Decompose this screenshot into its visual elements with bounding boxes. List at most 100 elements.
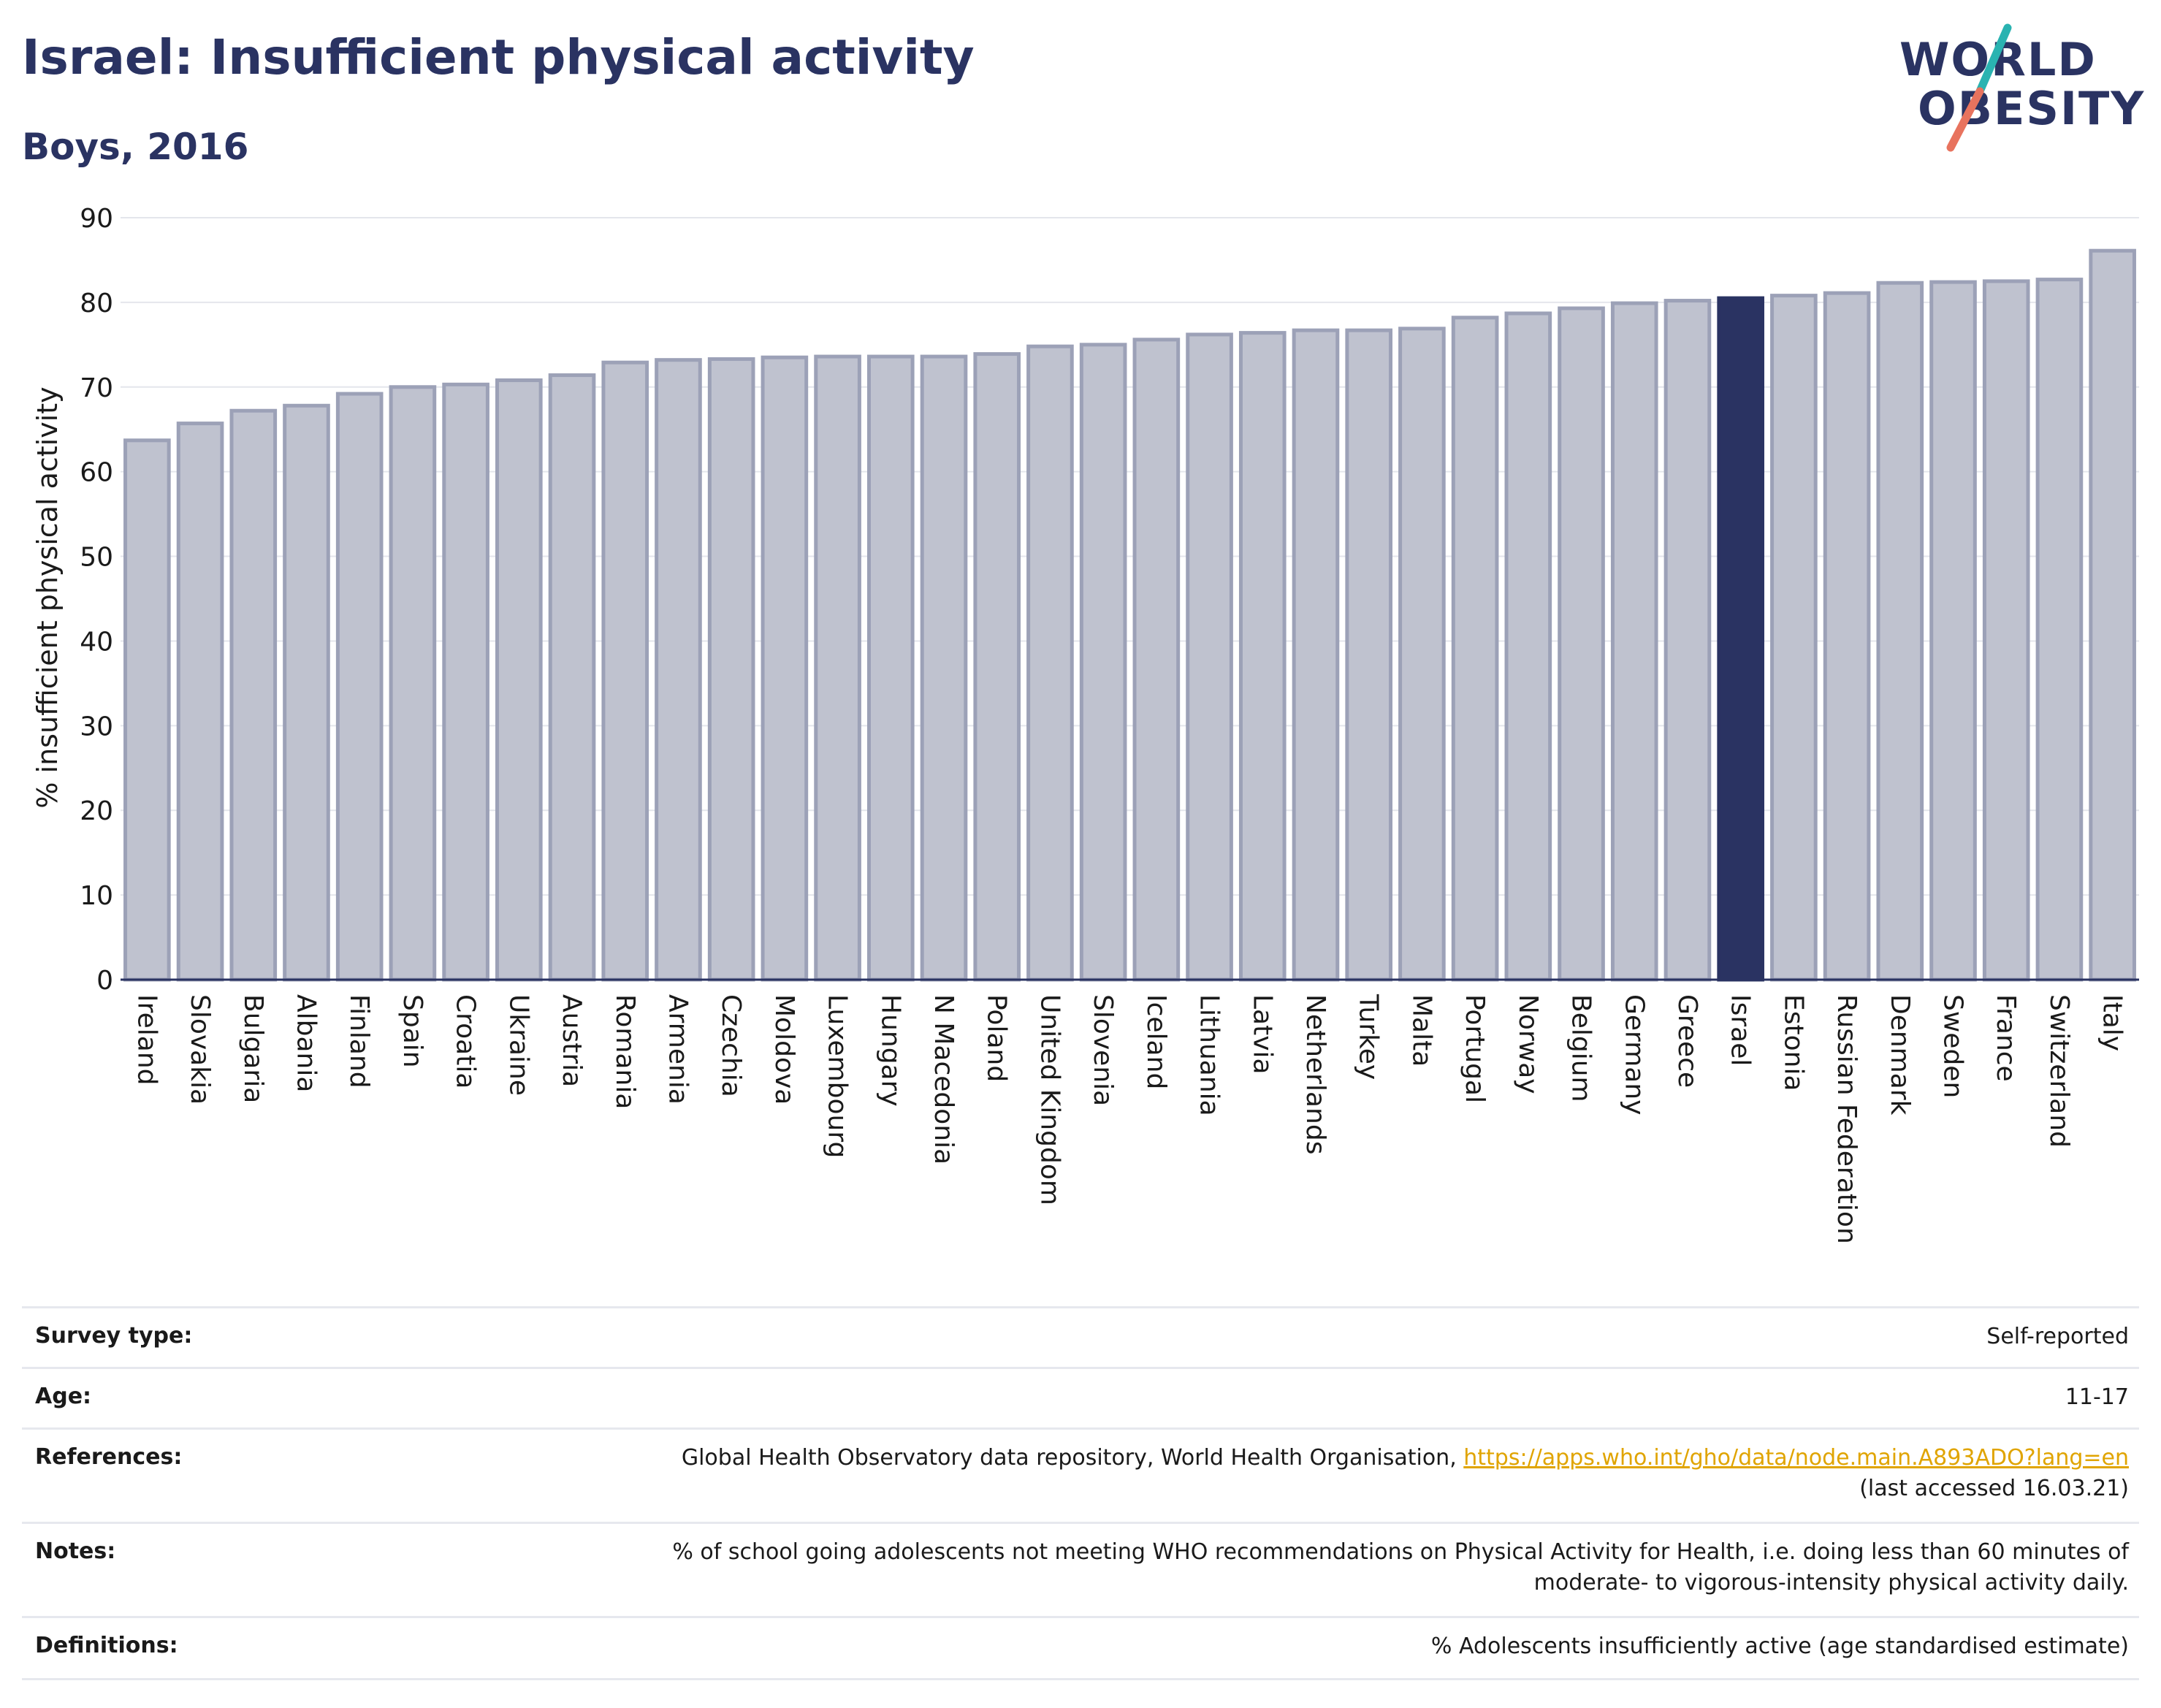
x-tick-label: Poland (982, 994, 1012, 1082)
bar-malta (1398, 327, 1446, 982)
bar-czechia (707, 357, 755, 982)
bar-moldova (761, 355, 809, 982)
x-tick-label: Croatia (451, 994, 481, 1089)
bar-finland (335, 392, 384, 982)
bar-hungary (866, 354, 915, 982)
x-tick-label: Portugal (1460, 994, 1490, 1103)
y-tick-label: 20 (80, 796, 113, 826)
x-tick-label: Romania (610, 994, 640, 1109)
x-tick-label: Israel (1726, 994, 1756, 1066)
info-row: Survey type: Self-reported (22, 1306, 2139, 1367)
bar-iceland (1132, 338, 1181, 982)
x-tick-label: Hungary (875, 994, 905, 1107)
bar-norway (1504, 311, 1552, 982)
y-tick-label: 30 (80, 712, 113, 741)
info-row-label: Age: (35, 1384, 92, 1409)
bar-slovenia (1079, 343, 1127, 982)
bar-armenia (655, 358, 702, 982)
y-tick-label: 50 (80, 543, 113, 573)
info-row: Definitions: % Adolescents insufficiently… (22, 1616, 2139, 1680)
x-tick-label: Slovakia (185, 994, 215, 1105)
x-tick-label: United Kingdom (1034, 994, 1064, 1205)
x-tick-label: Moldova (769, 994, 799, 1105)
x-tick-label: Armenia (663, 994, 693, 1105)
x-tick-label: France (1991, 994, 2021, 1082)
x-tick-label: Czechia (716, 994, 746, 1097)
bar-lithuania (1186, 332, 1233, 982)
info-value-line: Self-reported (1986, 1324, 2129, 1349)
x-tick-label: Norway (1513, 994, 1543, 1094)
info-row-label: References: (35, 1444, 183, 1470)
info-row-value: Global Health Observatory data repositor… (682, 1443, 2129, 1504)
bar-germany (1610, 301, 1658, 982)
info-value-line: % of school going adolescents not meetin… (672, 1539, 2129, 1565)
bar-chart: 0 10 20 30 40 50 60 70 80 90 Ireland Slovakia Bulga… (31, 204, 2139, 1244)
x-tick-label: Greece (1672, 994, 1702, 1088)
bar-poland (973, 352, 1021, 982)
x-tick-label: Sweden (1938, 994, 1968, 1098)
y-axis-label: % insufficient physical activity (31, 386, 64, 808)
bar-turkey (1345, 328, 1393, 982)
info-row: Age: 11-17 (22, 1367, 2139, 1427)
bar-switzerland (2035, 278, 2084, 982)
x-tick-label: Finland (344, 994, 374, 1089)
bar-austria (548, 373, 596, 982)
x-tick-label: Ireland (132, 994, 161, 1086)
info-value-line: % Adolescents insufficiently active (age… (1430, 1633, 2129, 1659)
x-tick-label: Ukraine (503, 994, 533, 1096)
logo-slash-icon (1946, 23, 2012, 152)
info-value-line: Global Health Observatory data repositor… (681, 1445, 2129, 1471)
page-title: Israel: Insufficient physical activity (22, 29, 975, 85)
world-obesity-logo: WORLD OBESITY (1899, 22, 2143, 153)
x-tick-label: Belgium (1566, 994, 1596, 1102)
bar-united-kingdom (1026, 344, 1074, 982)
x-tick-label: Austria (557, 994, 587, 1087)
bar-belgium (1558, 306, 1605, 982)
bar-luxembourg (814, 354, 861, 982)
bar-romania (601, 360, 649, 982)
info-value-line: 11-17 (2065, 1384, 2129, 1410)
bar-portugal (1451, 316, 1499, 982)
info-row-value: % Adolescents insufficiently active (age… (1431, 1631, 2129, 1662)
y-tick-label: 90 (80, 204, 113, 234)
info-row-value: 11-17 (2065, 1382, 2129, 1413)
x-tick-label: Bulgaria (238, 994, 268, 1103)
reference-link[interactable]: https://apps.who.int/gho/data/node.main.… (1463, 1445, 2129, 1471)
x-tick-label: Germany (1619, 994, 1649, 1115)
bar-russian-federation (1823, 291, 1871, 982)
bar-slovakia (176, 422, 224, 982)
bar-denmark (1876, 281, 1924, 982)
info-row: Notes: % of school going adolescents not … (22, 1522, 2139, 1616)
page-subtitle: Boys, 2016 (22, 126, 249, 168)
info-row-label: Definitions: (35, 1633, 178, 1658)
bar-netherlands (1292, 328, 1340, 982)
x-tick-label: Turkey (1354, 994, 1384, 1080)
bar-israel (1717, 296, 1764, 982)
y-tick-label: 60 (80, 458, 113, 488)
x-tick-label: Lithuania (1194, 994, 1224, 1116)
x-tick-label: Slovenia (1088, 994, 1118, 1106)
logo-line-2: OBESITY (1918, 82, 2146, 135)
x-tick-label: N Macedonia (929, 994, 958, 1164)
info-value-line: (last accessed 16.03.21) (1859, 1476, 2129, 1501)
x-tick-label: Netherlands (1300, 994, 1330, 1154)
bar-greece (1663, 299, 1712, 982)
bar-albania (283, 403, 330, 982)
bar-estonia (1770, 294, 1818, 982)
x-tick-label: Russian Federation (1832, 994, 1861, 1244)
info-row: References: Global Health Observatory dat… (22, 1427, 2139, 1522)
y-tick-label: 10 (80, 881, 113, 911)
info-row-value: Self-reported (1986, 1322, 2129, 1352)
x-tick-label: Iceland (1141, 994, 1171, 1089)
info-row-label: Notes: (35, 1539, 116, 1564)
bar-france (1982, 279, 2030, 982)
x-tick-label: Malta (1406, 994, 1436, 1067)
x-tick-label: Italy (2097, 994, 2127, 1051)
x-tick-label: Luxembourg (823, 994, 853, 1158)
y-tick-label: 0 (96, 966, 113, 996)
bar-latvia (1238, 331, 1287, 982)
bar-ireland (123, 438, 171, 982)
x-axis-labels: Ireland Slovakia Bulgaria Albania Finland Spa… (132, 994, 2127, 1244)
bar-sweden (1929, 280, 1977, 982)
y-tick-label: 40 (80, 627, 113, 657)
